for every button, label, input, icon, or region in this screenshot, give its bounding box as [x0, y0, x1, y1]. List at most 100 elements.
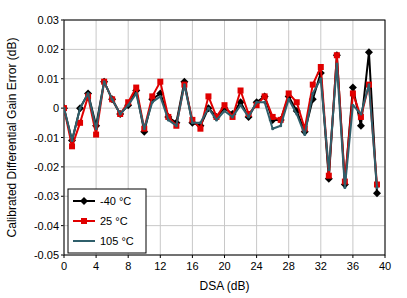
point	[279, 124, 282, 127]
marker	[350, 90, 356, 96]
legend-label: 25 °C	[100, 215, 128, 227]
point	[311, 92, 314, 95]
point	[183, 83, 186, 86]
point	[367, 83, 370, 86]
background	[0, 0, 407, 298]
point	[135, 92, 138, 95]
marker	[286, 90, 292, 96]
marker	[334, 52, 340, 58]
chart: -0.05 -0.04 -0.03 -0.02 -0.01 0 0.01 0.02 0.03 0 4…	[0, 0, 407, 298]
tick-label: 8	[125, 260, 131, 272]
legend-box	[68, 189, 146, 253]
legend-marker	[80, 197, 88, 205]
point	[359, 113, 362, 116]
tick-label: 0	[61, 260, 67, 272]
point	[111, 98, 114, 101]
grid-line	[288, 20, 289, 255]
point	[351, 104, 354, 107]
tick-label: 36	[347, 260, 359, 272]
marker	[108, 95, 116, 103]
marker	[373, 189, 381, 197]
point	[95, 127, 98, 130]
legend-swatch	[73, 240, 95, 242]
point	[303, 133, 306, 136]
plot-frame	[64, 20, 385, 255]
tick-label: -0.01	[34, 132, 59, 144]
point	[215, 118, 218, 121]
grid-line	[352, 20, 353, 255]
grid-line	[320, 20, 321, 255]
plot-area	[64, 48, 381, 197]
point	[335, 63, 338, 66]
tick-label: 0.03	[38, 14, 59, 26]
grid-line	[224, 20, 225, 255]
tick-label: -0.04	[34, 220, 59, 232]
marker	[133, 85, 139, 91]
point	[143, 127, 146, 130]
tick-label: 20	[218, 260, 230, 272]
point	[71, 139, 74, 142]
marker	[197, 126, 203, 132]
point	[327, 168, 330, 171]
point	[247, 115, 250, 118]
marker	[261, 92, 269, 100]
point	[207, 107, 210, 110]
point	[295, 113, 298, 116]
point	[263, 101, 266, 104]
point	[151, 101, 154, 104]
tick-label: 28	[283, 260, 295, 272]
point	[64, 107, 66, 110]
point	[175, 124, 178, 127]
marker	[69, 143, 75, 149]
marker	[318, 64, 324, 70]
marker	[238, 88, 244, 94]
grid-line	[160, 20, 161, 255]
point	[375, 186, 378, 189]
marker	[333, 51, 341, 59]
point	[127, 104, 130, 107]
tick-label: 0.01	[38, 73, 59, 85]
marker	[294, 99, 300, 105]
point	[119, 113, 122, 116]
tick-label: -0.03	[34, 190, 59, 202]
marker	[310, 82, 316, 88]
point	[191, 121, 194, 124]
marker	[93, 132, 99, 138]
point	[319, 77, 322, 80]
point	[255, 101, 258, 104]
marker	[349, 84, 357, 92]
tick-label: -0.05	[34, 249, 59, 261]
tick-label: 0.02	[38, 43, 59, 55]
tick-label: 40	[379, 260, 391, 272]
marker	[205, 93, 211, 99]
point	[159, 95, 162, 98]
point	[79, 107, 82, 110]
tick-label: 12	[154, 260, 166, 272]
grid-line	[256, 20, 257, 255]
point	[287, 98, 290, 101]
marker	[149, 93, 155, 99]
legend: -40 °C 25 °C 105 °C	[68, 189, 146, 253]
point	[103, 80, 106, 83]
marker	[357, 122, 365, 130]
marker	[157, 79, 163, 85]
series-line	[64, 64, 377, 187]
point	[239, 104, 242, 107]
grid-line	[192, 20, 193, 255]
legend-marker	[81, 218, 87, 224]
tick-label: -0.02	[34, 161, 59, 173]
point	[271, 127, 274, 130]
legend-label: 105 °C	[100, 235, 134, 247]
marker	[365, 48, 373, 56]
point	[167, 118, 170, 121]
x-axis-label: DSA (dB)	[199, 279, 249, 293]
tick-label: 24	[250, 260, 262, 272]
tick-label: 0	[53, 102, 59, 114]
tick-label: 4	[93, 260, 99, 272]
point	[87, 92, 90, 95]
point	[199, 121, 202, 124]
point	[343, 186, 346, 189]
legend-label: -40 °C	[100, 195, 131, 207]
marker	[222, 102, 228, 108]
y-axis-label: Calibrated Differential Gain Error (dB)	[5, 38, 19, 238]
